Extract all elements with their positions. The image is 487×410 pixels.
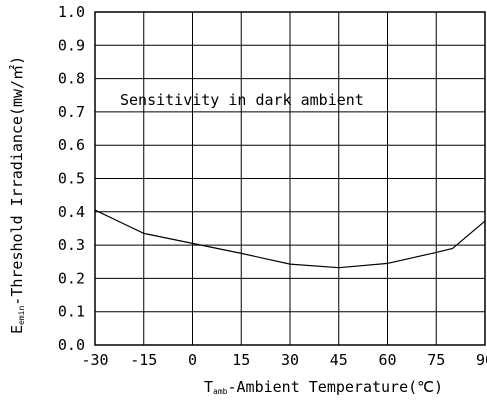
y-tick-label: 1.0 bbox=[58, 3, 85, 21]
x-tick-label: 0 bbox=[188, 351, 197, 369]
plot-border bbox=[94, 11, 486, 346]
y-axis-title-prefix: E bbox=[8, 325, 26, 334]
y-tick-label: 0.0 bbox=[58, 336, 85, 354]
x-axis-title-text: -Ambient Temperature(℃) bbox=[227, 378, 443, 396]
x-tick-label: 30 bbox=[281, 351, 299, 369]
y-axis-title-text: -Threshold Irradiance(mw/㎡) bbox=[8, 56, 26, 306]
y-tick-label: 0.7 bbox=[58, 103, 85, 121]
tick-labels: -30 -15 0 15 30 45 60 75 90 0.0 0.1 0.2 0.3 0.4 0.5 0.6… bbox=[58, 3, 487, 369]
series-layer bbox=[94, 209, 486, 269]
y-tick-label: 0.8 bbox=[58, 70, 85, 88]
x-tick-label: 75 bbox=[427, 351, 445, 369]
x-tick-label: 45 bbox=[330, 351, 348, 369]
grid bbox=[94, 11, 486, 346]
y-tick-label: 0.1 bbox=[58, 303, 85, 321]
x-tick-label: 60 bbox=[378, 351, 396, 369]
y-tick-label: 0.9 bbox=[58, 36, 85, 54]
chart-annotation: Sensitivity in dark ambient bbox=[120, 91, 364, 109]
y-tick-label: 0.3 bbox=[58, 236, 85, 254]
x-tick-label: 90 bbox=[476, 351, 487, 369]
axes bbox=[94, 11, 486, 346]
y-tick-label: 0.5 bbox=[58, 170, 85, 188]
y-tick-label: 0.6 bbox=[58, 136, 85, 154]
x-axis-title: Tamb-Ambient Temperature(℃) bbox=[204, 378, 443, 396]
x-axis-title-prefix: T bbox=[204, 378, 213, 396]
y-axis-title: Eemin-Threshold Irradiance(mw/㎡) bbox=[8, 56, 26, 334]
y-tick-label: 0.2 bbox=[58, 269, 85, 287]
series-line bbox=[94, 209, 486, 269]
x-axis-title-subscript: amb bbox=[213, 387, 228, 396]
x-tick-label: -30 bbox=[81, 351, 108, 369]
y-tick-label: 0.4 bbox=[58, 203, 85, 221]
y-axis-title-subscript: emin bbox=[17, 306, 26, 325]
x-tick-label: 15 bbox=[232, 351, 250, 369]
x-tick-label: -15 bbox=[130, 351, 157, 369]
